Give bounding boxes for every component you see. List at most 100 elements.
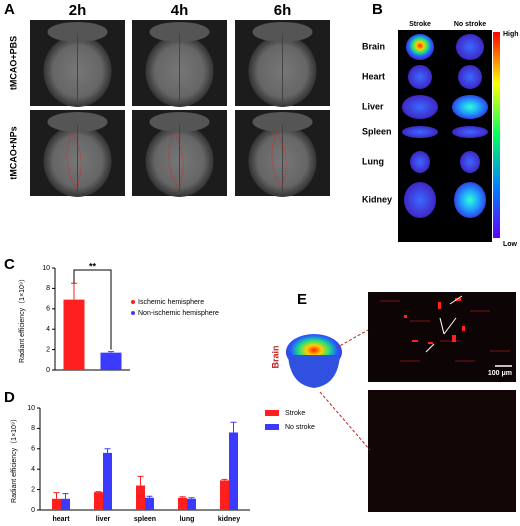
organ-image — [408, 65, 432, 89]
bar — [229, 432, 238, 510]
legend-label: Non-ischemic hemisphere — [138, 310, 219, 317]
organ-image — [402, 95, 438, 119]
cell — [462, 326, 465, 331]
column-label: 4h — [171, 2, 189, 19]
panel-label: D — [4, 389, 15, 406]
micrograph — [368, 292, 516, 382]
organ-label: Lung — [362, 156, 384, 166]
cell — [404, 315, 407, 318]
error-bar — [71, 282, 77, 300]
organ-image — [456, 34, 484, 60]
error-bar — [230, 421, 237, 433]
organ-image — [454, 182, 486, 218]
organ-label: Brain — [362, 41, 385, 51]
bar — [220, 480, 229, 510]
error-bar — [104, 448, 111, 453]
error-bar — [95, 491, 102, 493]
noise — [490, 350, 510, 352]
panel-label: B — [372, 1, 383, 18]
cell — [452, 335, 456, 342]
error-bar — [188, 497, 195, 499]
organ-image — [402, 126, 438, 138]
colorbar-low: Low — [503, 241, 518, 248]
column-label: No stroke — [454, 21, 486, 28]
y-tick-label: 0 — [31, 507, 35, 514]
legend-marker — [131, 311, 135, 315]
bar — [103, 452, 112, 510]
y-tick-label: 8 — [31, 425, 35, 432]
bar — [187, 498, 196, 510]
x-tick-label: liver — [96, 516, 111, 523]
error-bar — [179, 496, 186, 498]
colorbar-high: High — [503, 31, 519, 38]
lesion-outline — [66, 131, 82, 189]
y-tick-label: 8 — [46, 285, 50, 292]
legend-label: No stroke — [285, 424, 315, 431]
organ-image — [406, 34, 434, 60]
noise — [410, 320, 430, 322]
lesion-outline — [271, 131, 287, 189]
bar — [136, 485, 145, 510]
y-tick-label: 6 — [46, 306, 50, 313]
cell — [428, 342, 433, 344]
bar — [100, 352, 122, 370]
y-tick-label: 10 — [27, 405, 35, 412]
y-tick-label: 6 — [31, 446, 35, 453]
organ-image — [410, 151, 430, 173]
lesion-outline — [168, 131, 184, 189]
y-tick-label: 2 — [31, 486, 35, 493]
organ-label: Spleen — [362, 126, 392, 136]
bar — [63, 299, 85, 370]
significance-bracket — [73, 269, 112, 350]
micrograph — [368, 390, 516, 512]
column-label: 6h — [274, 2, 292, 19]
panel-label: A — [4, 1, 15, 18]
organ-label: Heart — [362, 71, 385, 81]
legend-label: Ischemic hemisphere — [138, 299, 204, 306]
cell — [455, 298, 461, 301]
noise — [400, 360, 420, 362]
bar — [52, 498, 61, 510]
mri-skull — [47, 112, 108, 132]
noise — [380, 300, 400, 302]
error-bar — [137, 475, 144, 486]
error-bar — [53, 492, 60, 499]
organ-image — [404, 182, 436, 218]
row-label: tMCAO+PBS — [8, 36, 18, 90]
inset-label: Brain — [270, 345, 280, 368]
x-tick-label: spleen — [134, 516, 156, 523]
error-bar — [62, 493, 69, 499]
error-bar — [146, 495, 153, 498]
pointer — [335, 329, 369, 349]
organ-label: Kidney — [362, 194, 392, 204]
arrow — [449, 295, 463, 305]
legend-marker — [131, 300, 135, 304]
mri-skull — [149, 112, 210, 132]
legend-label: Stroke — [285, 410, 305, 417]
y-axis-label: Radiant efficiency（1×10⁹） — [18, 275, 26, 363]
x-tick-label: lung — [180, 516, 195, 523]
legend-marker — [265, 410, 279, 416]
error-bar — [108, 351, 114, 353]
bar — [94, 492, 103, 510]
organ-label: Liver — [362, 101, 384, 111]
arrow — [443, 317, 457, 335]
column-label: 2h — [69, 2, 87, 19]
organ-image — [452, 126, 488, 138]
y-tick-label: 4 — [31, 466, 35, 473]
organ-image — [458, 65, 482, 89]
row-label: tMCAO+NPs — [8, 126, 18, 179]
x-tick-label: kidney — [218, 516, 240, 523]
panel-label: C — [4, 256, 15, 273]
pointer — [319, 391, 371, 451]
mri-skull — [47, 22, 108, 42]
mri-skull — [252, 112, 313, 132]
column-label: Stroke — [409, 21, 431, 28]
mri-skull — [252, 22, 313, 42]
arrow — [439, 317, 445, 335]
bar — [178, 497, 187, 510]
y-tick-label: 2 — [46, 346, 50, 353]
cell — [412, 340, 418, 342]
y-tick-label: 0 — [46, 367, 50, 374]
